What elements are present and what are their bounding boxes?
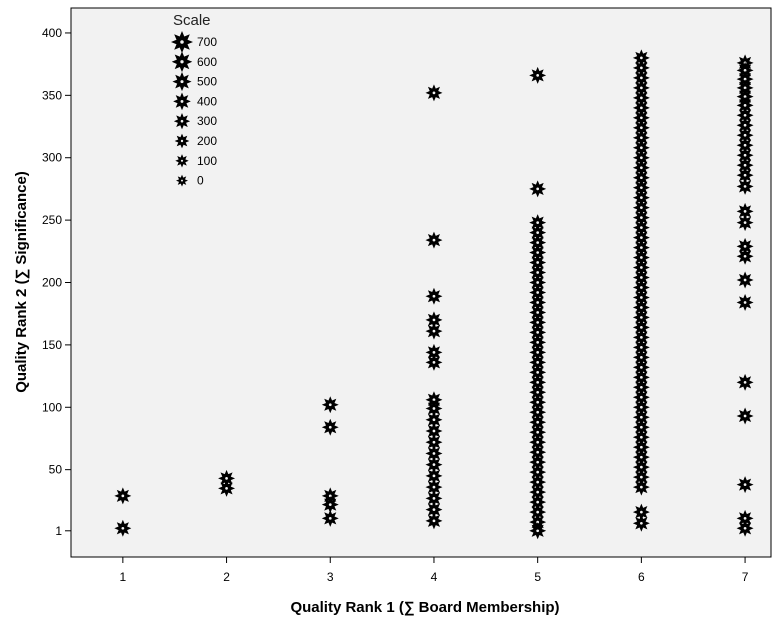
legend-marker [173,113,191,130]
x-axis-title: Quality Rank 1 (∑ Board Membership) [290,599,559,616]
y-tick-label: 50 [49,463,63,477]
data-point [736,407,754,425]
legend-marker [171,31,193,53]
legend-label: 600 [197,55,217,69]
data-point [632,514,650,532]
legend-label: 200 [197,134,217,148]
y-tick-label: 150 [42,338,62,352]
x-tick-label: 5 [534,570,541,584]
data-point [114,519,132,537]
y-axis-title: Quality Rank 2 (∑ Significance) [13,171,30,393]
data-point [425,353,443,371]
data-point [425,512,443,530]
data-point [425,84,443,102]
data-point [321,418,339,436]
data-point [425,322,443,340]
data-point [736,214,754,232]
x-tick-label: 6 [638,570,645,584]
legend-marker [174,133,190,149]
x-tick-label: 4 [431,570,438,584]
legend-marker [172,72,192,92]
legend-marker [176,174,188,187]
y-tick-label: 1 [55,524,62,538]
x-tick-label: 1 [120,570,127,584]
legend-marker [175,154,189,168]
data-point [529,180,547,198]
data-point [321,396,339,414]
data-point [114,487,132,505]
y-tick-label: 250 [42,213,62,227]
legend-label: 100 [197,154,217,168]
data-point [321,509,339,527]
y-tick-label: 200 [42,276,62,290]
x-axis: 1 2 3 4 5 6 7 [120,557,749,584]
data-point [736,293,754,311]
y-tick-label: 100 [42,400,62,414]
x-tick-label: 3 [327,570,334,584]
data-point [425,287,443,305]
data-point [736,476,754,494]
legend-title: Scale [173,12,211,29]
data-point [218,479,236,497]
legend-label: 0 [197,174,204,188]
legend-label: 700 [197,35,217,49]
legend-marker [173,92,191,111]
x-tick-label: 7 [742,570,749,584]
legend-label: 500 [197,75,217,89]
data-point [736,247,754,265]
data-point [736,373,754,391]
y-tick-label: 300 [42,151,62,165]
data-point [425,231,443,249]
legend-label: 400 [197,94,217,108]
data-point [736,177,754,195]
x-tick-label: 2 [223,570,230,584]
data-point [736,271,754,289]
legend-label: 300 [197,114,217,128]
data-point [529,66,547,84]
data-point [736,519,754,537]
plot-area [70,7,772,558]
legend-marker [171,51,193,73]
legend: Scale 700 600 500 400 300 200 100 0 [171,12,217,188]
y-tick-label: 400 [42,26,62,40]
y-tick-label: 350 [42,88,62,102]
data-point [632,478,650,496]
data-point [529,522,547,540]
